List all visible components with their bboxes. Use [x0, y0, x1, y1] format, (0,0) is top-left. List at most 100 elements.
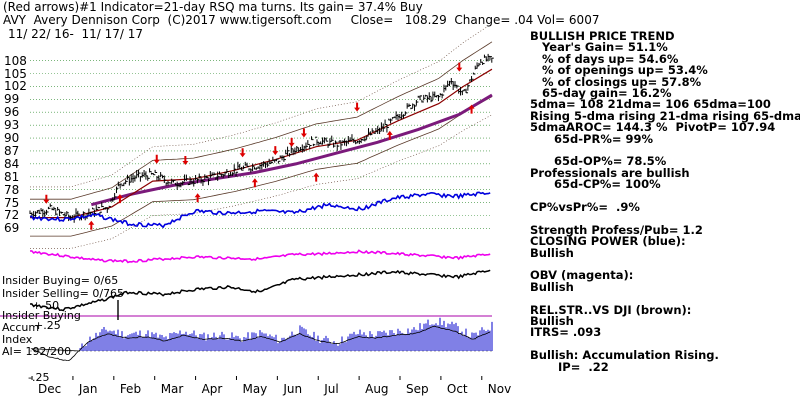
summary-line: 65d-PR%= 99%	[530, 131, 654, 146]
sell-arrow	[239, 148, 246, 158]
minus25-label: -.25	[28, 371, 50, 384]
insider-buying2-label: Insider Buying	[2, 309, 81, 322]
index-label: Index	[2, 333, 33, 346]
indicator-header: (Red arrows)#1 Indicator=21-day RSQ ma t…	[3, 0, 423, 14]
summary-line: % of days up= 54.6%	[530, 51, 679, 66]
minus50-label: +-50	[32, 299, 60, 312]
y-tick-label: 99	[4, 92, 20, 107]
summary-line: CLOSING POWER (blue):	[530, 234, 686, 249]
y-tick-label: 105	[4, 66, 27, 81]
summary-line: 5dmaAROC= 144.3 % PivotP= 107.94	[530, 120, 776, 135]
date-range: 11/ 22/ 16- 11/ 17/ 17	[8, 27, 144, 41]
obv-path	[29, 249, 491, 264]
summary-line: 65d-OP%= 78.5%	[530, 154, 667, 169]
sell-arrow	[288, 137, 295, 147]
obv-line	[29, 249, 491, 264]
sell-arrow	[272, 146, 279, 156]
summary-line: Professionals are bullish	[530, 165, 690, 180]
insider-line	[0, 300, 492, 352]
ma21-line	[30, 68, 493, 219]
x-tick-label: Apr	[201, 382, 223, 396]
price-bands	[30, 23, 493, 249]
y-tick-label: 90	[4, 131, 20, 146]
accumulation-histogram	[30, 317, 493, 362]
accum-label: Accum	[2, 321, 40, 334]
summary-line: 65d-CP%= 100%	[530, 177, 661, 192]
summary-line: Rising 5-dma rising 21-dma rising 65-dma	[530, 108, 800, 123]
sell-arrow	[456, 62, 463, 72]
summary-line: REL.STR..VS DJI (brown):	[530, 302, 692, 317]
insider-buying-label: Insider Buying= 0/65	[2, 274, 119, 287]
y-tick-label: 81	[4, 169, 20, 184]
x-tick-label: Jan	[78, 382, 98, 396]
buy-arrow	[194, 193, 201, 203]
outer-lower-band	[30, 114, 493, 249]
summary-line: ITRS= .093	[530, 325, 602, 340]
summary-line: % of openings up= 53.4%	[530, 63, 708, 78]
upper-band	[30, 41, 493, 200]
insider-selling-label: Insider Selling= 0/765	[2, 287, 125, 300]
buy-arrow	[468, 104, 475, 114]
stock-header: AVY Avery Dennison Corp (C)2017 www.tige…	[3, 13, 600, 27]
sell-arrow	[182, 156, 189, 165]
ai-label: AI= 192/200	[2, 345, 72, 358]
outer-upper-band	[30, 23, 493, 188]
closing-power-path	[29, 191, 491, 229]
lower-band	[30, 96, 493, 237]
y-tick-label: 102	[4, 79, 27, 94]
closing-power-line	[29, 191, 491, 229]
x-tick-label: Sep	[406, 382, 429, 396]
summary-line: 65-day gain= 16.2%	[530, 86, 672, 100]
ma65-line	[90, 93, 493, 207]
x-tick-label: Jul	[324, 382, 339, 396]
red-arrow-signals	[43, 62, 475, 230]
x-tick-label: Oct	[446, 382, 468, 396]
accum-ma-line	[30, 325, 491, 362]
summary-line: CP%vsPr%= .9%	[530, 200, 640, 214]
sell-arrow	[354, 102, 361, 112]
y-tick-label: 84	[4, 156, 20, 171]
summary-line: IP= .22	[530, 359, 609, 374]
y-tick-label: 78	[4, 182, 20, 197]
summary-line: Bullish	[530, 279, 574, 294]
buy-arrow	[313, 172, 320, 182]
summary-line: Year's Gain= 51.1%	[530, 40, 668, 55]
buy-arrow	[88, 220, 95, 230]
summary-line: Strength Profess/Pub= 1.2	[530, 222, 703, 237]
price-gridlines	[30, 60, 492, 380]
buy-arrow	[116, 194, 123, 204]
y-tick-label: 75	[4, 195, 20, 210]
summary-line: Bullish: Accumulation Rising.	[530, 348, 719, 363]
x-tick-label: Aug	[365, 382, 389, 396]
ma65-path	[90, 93, 493, 207]
x-tick-label: Feb	[119, 382, 142, 396]
x-tick-label: Jun	[283, 382, 303, 396]
y-tick-label: 69	[4, 221, 20, 236]
summary-line: 5dma= 108 21dma= 106 65dma=100	[530, 97, 771, 112]
x-tick-label: Nov	[487, 382, 512, 396]
summary-line: BULLISH PRICE TREND	[530, 29, 675, 43]
buy-arrow	[251, 178, 258, 188]
x-tick-label: May	[242, 382, 268, 396]
sell-arrow	[300, 128, 307, 138]
x-tick-label: Mar	[160, 382, 184, 396]
plus25-label: +.25	[34, 319, 61, 332]
relstr-path	[29, 269, 491, 312]
sell-arrow	[43, 194, 50, 204]
y-tick-label: 93	[4, 118, 20, 133]
buy-arrow	[386, 130, 393, 140]
sell-arrow	[153, 154, 160, 164]
ma21-path	[30, 68, 493, 219]
relative-strength-line	[29, 269, 491, 312]
y-tick-label: 108	[4, 53, 27, 68]
summary-line: Bullish	[530, 245, 574, 260]
summary-line: % of closings up= 57.8%	[530, 74, 702, 89]
x-tick-label: Dec	[38, 382, 62, 396]
price-bars	[29, 53, 494, 223]
y-tick-label: 72	[4, 208, 20, 223]
summary-line: Bullish	[530, 314, 574, 328]
y-tick-label: 87	[4, 143, 20, 158]
y-tick-label: 96	[4, 105, 20, 120]
summary-line: OBV (magenta):	[530, 268, 634, 283]
